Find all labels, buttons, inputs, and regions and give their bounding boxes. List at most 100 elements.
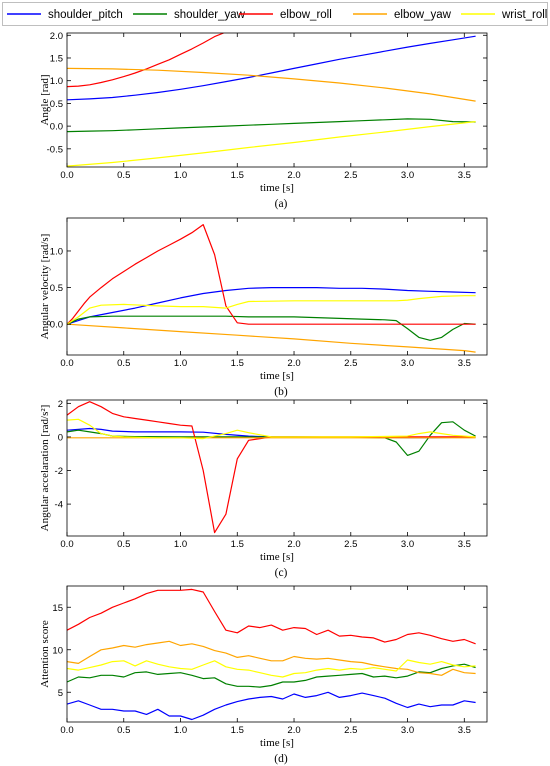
y-axis-label: Angular accelaration [rad/s²] [39,405,51,532]
plot-frame [66,399,488,537]
y-tick-label: 0.5 [50,283,63,294]
series-lines [67,401,476,534]
legend-entries: shoulder_pitch shoulder_yaw elbow_roll elbo… [7,9,547,21]
plot-frame [66,32,488,168]
y-tick-label: -4 [55,500,63,511]
x-tick-label: 3.0 [401,539,414,550]
x-tick-label: 2.0 [287,358,300,369]
series-line-wrist_roll [67,659,476,678]
legend-item-shoulder_pitch: shoulder_pitch [7,9,123,21]
series-line-wrist_roll [67,418,476,440]
chart-panel-c: 0.0 0.5 1.0 1.5 2.0 2.5 3.0 3.5 -4 -2 0 2 time [s] An… [39,399,488,579]
x-tick-label: 1.0 [174,358,187,369]
plot-frame [66,585,488,723]
y-tick-label: 0.0 [50,320,63,331]
x-axis-label: time [s] [260,370,294,382]
x-tick-label: 1.5 [231,539,244,550]
series-line-shoulder_pitch [67,35,476,101]
x-tick-label: 0.5 [117,539,130,550]
x-tick-label: 3.5 [458,358,471,369]
legend: shoulder_pitch shoulder_yaw elbow_roll elbo… [2,2,548,26]
series-lines [67,588,476,721]
x-tick-label: 2.0 [287,539,300,550]
series-line-elbow_roll [67,588,476,645]
y-axis-label: Angular velocity [rad/s] [39,234,51,340]
y-tick-label: 0.0 [50,122,63,133]
series-line-shoulder_yaw [67,663,476,688]
series-line-elbow_yaw [67,640,476,676]
legend-item-wrist_roll: wrist_roll [461,9,547,21]
x-tick-label: 1.5 [231,358,244,369]
chart-panel-d: 0.0 0.5 1.0 1.5 2.0 2.5 3.0 3.5 5 10 15 time [s] Att… [39,585,488,765]
panel-caption: (c) [275,567,288,579]
x-tick-label: 2.0 [287,725,300,736]
y-axis-label: Attention score [39,620,51,688]
panel-caption: (a) [275,198,288,210]
plot-frame [66,217,488,356]
x-tick-label: 3.0 [401,725,414,736]
y-tick-label: -2 [55,466,63,477]
x-tick-label: 2.5 [344,358,357,369]
x-tick-label: 0.0 [60,539,73,550]
legend-label: elbow_yaw [394,9,452,21]
x-tick-label: 0.0 [60,725,73,736]
x-tick-label: 2.0 [287,170,300,181]
x-tick-label: 3.5 [458,725,471,736]
legend-label: elbow_roll [280,9,332,21]
panel-caption: (b) [274,386,288,398]
x-tick-label: 0.0 [60,358,73,369]
y-tick-label: 1.5 [50,53,63,64]
x-tick-label: 1.0 [174,725,187,736]
series-line-elbow_roll [67,224,476,325]
y-tick-label: 2.0 [50,31,63,42]
x-axis-label: time [s] [260,182,294,194]
x-tick-label: 3.5 [458,170,471,181]
series-line-elbow_yaw [67,323,476,353]
series-lines [67,33,476,167]
y-tick-label: 10 [52,645,63,656]
legend-label: wrist_roll [501,9,547,21]
y-tick-label: 1.0 [50,246,63,257]
legend-item-elbow_roll: elbow_roll [239,9,332,21]
x-tick-label: 1.5 [231,170,244,181]
x-tick-label: 0.5 [117,725,130,736]
y-tick-label: 0 [58,432,63,443]
legend-item-shoulder_yaw: shoulder_yaw [133,9,246,21]
series-line-shoulder_pitch [67,691,476,721]
y-tick-label: 2 [58,399,63,410]
y-tick-label: 5 [58,688,63,699]
series-line-wrist_roll [67,295,476,325]
x-tick-label: 0.5 [117,170,130,181]
legend-label: shoulder_yaw [174,9,246,21]
x-tick-label: 3.0 [401,358,414,369]
x-tick-label: 1.5 [231,725,244,736]
y-tick-label: 0.5 [50,99,63,110]
series-lines [67,224,476,353]
series-line-shoulder_pitch [67,287,476,325]
legend-item-elbow_yaw: elbow_yaw [353,9,452,21]
y-tick-label: 15 [52,603,63,614]
x-tick-label: 2.5 [344,170,357,181]
series-line-elbow_roll [67,33,224,88]
series-line-shoulder_yaw [67,118,476,133]
y-tick-label: -0.5 [47,144,63,155]
x-axis-label: time [s] [260,551,294,563]
series-line-shoulder_yaw [67,421,476,456]
x-tick-label: 3.0 [401,170,414,181]
x-tick-label: 1.0 [174,170,187,181]
x-tick-label: 2.5 [344,725,357,736]
series-line-wrist_roll [67,121,476,167]
chart-panel-a: 0.0 0.5 1.0 1.5 2.0 2.5 3.0 3.5 -0.5 0.0 0.5 1.0 1.5… [39,31,488,210]
series-line-shoulder_yaw [67,315,476,341]
series-line-elbow_roll [67,401,476,534]
series-line-elbow_yaw [67,67,476,102]
legend-label: shoulder_pitch [48,9,123,21]
y-axis-label: Angle [rad] [39,74,51,125]
chart-panel-b: 0.0 0.5 1.0 1.5 2.0 2.5 3.0 3.5 0.0 0.5 1.0 time [s… [39,217,488,398]
x-tick-label: 3.5 [458,539,471,550]
x-tick-label: 0.0 [60,170,73,181]
x-axis-label: time [s] [260,737,294,749]
panel-caption: (d) [274,753,288,765]
x-tick-label: 2.5 [344,539,357,550]
